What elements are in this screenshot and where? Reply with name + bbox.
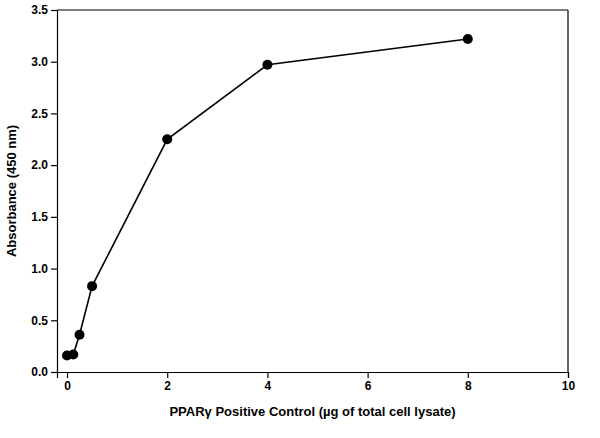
tick: 10: [562, 372, 576, 393]
line: [67, 39, 468, 355]
tick-label: 2.5: [31, 107, 48, 121]
tick-mark: [51, 113, 57, 114]
tick-label: 0.0: [31, 365, 48, 379]
tick-label: 2.0: [31, 158, 48, 172]
tick-label: 2: [164, 379, 171, 393]
tick-label: 3.0: [31, 55, 48, 69]
chart: 0 2 4 6 8 10 0.0 0.5 1.0 1.5 2.0 2.5 3.0 3.5 PPARγ Pos…: [0, 0, 600, 438]
tick-mark: [51, 165, 57, 166]
tick: 1.0: [31, 262, 57, 276]
tick-label: 1.5: [31, 210, 48, 224]
tick: 2: [164, 372, 171, 393]
tick-label: 0: [64, 379, 71, 393]
tick-mark: [51, 372, 57, 373]
tick-mark: [167, 372, 168, 378]
tick-label: 3.5: [31, 3, 48, 17]
tick-mark: [368, 372, 369, 378]
marker: [75, 330, 85, 340]
x-axis: 0 2 4 6 8 10: [58, 372, 576, 393]
tick-mark: [51, 62, 57, 63]
frame: [567, 10, 568, 372]
tick-mark: [568, 372, 569, 378]
tick: 3.5: [31, 3, 57, 17]
tick-label: 0.5: [31, 314, 48, 328]
tick-label: 6: [365, 379, 372, 393]
axis-line: [51, 11, 58, 373]
tick: 1.5: [31, 210, 57, 224]
tick-mark: [51, 217, 57, 218]
plot: 0 2 4 6 8 10 0.0 0.5 1.0 1.5 2.0 2.5 3.0 3.5: [31, 3, 575, 392]
axis-line: [58, 373, 569, 379]
tick: 6: [365, 372, 372, 393]
tick: 0: [64, 372, 71, 393]
tick: 8: [465, 372, 472, 393]
tick-mark: [67, 372, 68, 378]
y-axis-title: Absorbance (450 nm): [4, 125, 19, 257]
x-axis-title: PPARγ Positive Control (µg of total cell…: [169, 404, 455, 419]
marker: [68, 349, 78, 359]
tick-mark: [468, 372, 469, 378]
tick-mark: [51, 10, 57, 11]
tick: 2.0: [31, 158, 57, 172]
frame: [57, 9, 568, 10]
marker: [162, 134, 172, 144]
marker: [262, 60, 272, 70]
tick-label: 1.0: [31, 262, 48, 276]
marker: [87, 281, 97, 291]
tick-label: 4: [265, 379, 272, 393]
marker: [463, 34, 473, 44]
tick-label: 10: [562, 379, 576, 393]
y-axis: 0.0 0.5 1.0 1.5 2.0 2.5 3.0 3.5: [31, 3, 57, 379]
tick: 4: [265, 372, 272, 393]
tick: 3.0: [31, 55, 57, 69]
tick-mark: [267, 372, 268, 378]
tick-label: 8: [465, 379, 472, 393]
marks: [62, 34, 473, 360]
tick-mark: [51, 320, 57, 321]
tick: 2.5: [31, 107, 57, 121]
tick: 0.0: [31, 365, 57, 379]
tick: 0.5: [31, 314, 57, 328]
tick-mark: [51, 268, 57, 269]
